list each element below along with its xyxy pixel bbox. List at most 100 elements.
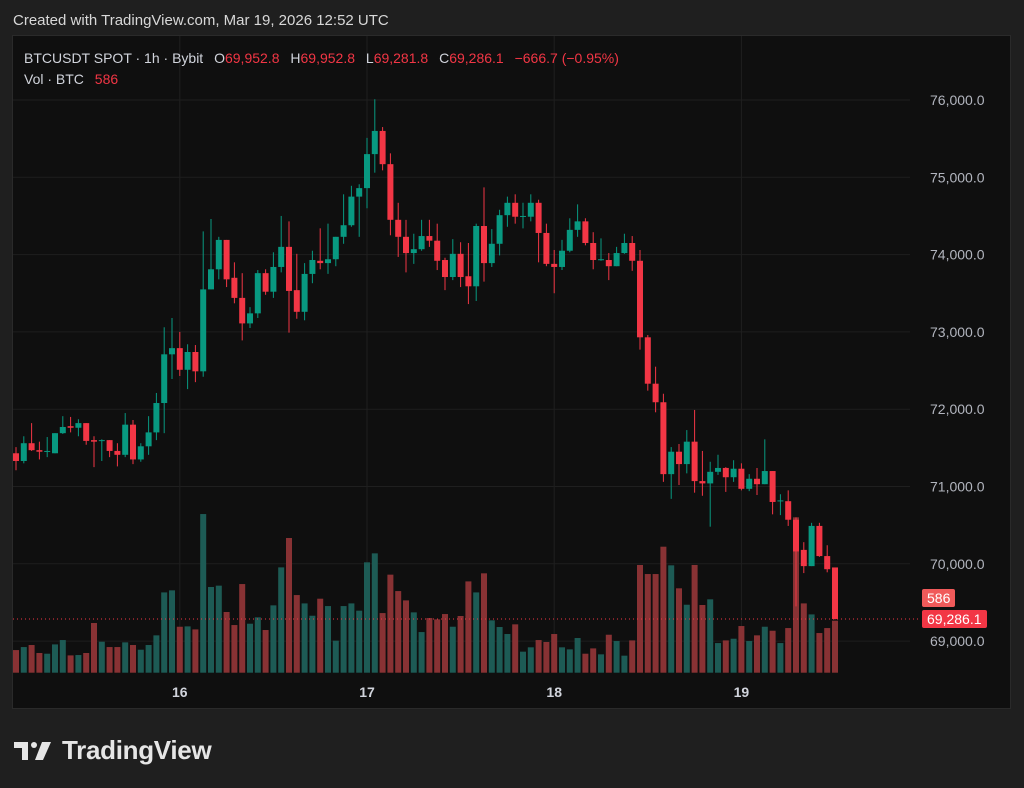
volume-label[interactable]: Vol · BTC xyxy=(24,71,84,87)
volume-tag: 586 xyxy=(922,589,956,607)
volume-bar xyxy=(83,653,90,673)
candle xyxy=(208,219,214,290)
volume-bar xyxy=(598,654,604,673)
candle xyxy=(754,467,760,496)
candle xyxy=(449,239,456,281)
candle-body xyxy=(832,567,838,619)
symbol-title[interactable]: BTCUSDT SPOT · 1h · Bybit xyxy=(24,50,204,66)
volume-bar xyxy=(418,632,425,673)
grid xyxy=(13,36,910,672)
volume-bar xyxy=(317,598,324,673)
volume-bar xyxy=(746,641,753,673)
volume-bar xyxy=(192,629,199,673)
tradingview-logo[interactable]: TradingView xyxy=(14,735,212,766)
volume-bar xyxy=(91,623,97,673)
volume-bar xyxy=(364,562,370,673)
candle-body xyxy=(278,246,285,267)
candle-body xyxy=(793,519,799,552)
price-tag: 69,286.1 xyxy=(922,610,987,628)
candle-body xyxy=(364,154,370,189)
legend: BTCUSDT SPOT · 1h · Bybit O69,952.8 H69,… xyxy=(24,50,619,92)
candle xyxy=(67,416,74,433)
volume-bar xyxy=(629,640,636,673)
volume-bar xyxy=(348,603,355,673)
candle xyxy=(808,522,815,567)
candle-body xyxy=(106,440,113,451)
candle xyxy=(520,202,526,229)
candle xyxy=(176,331,183,376)
candle xyxy=(364,137,370,209)
volume-bar xyxy=(527,647,534,673)
volume-bar xyxy=(13,650,19,673)
candles xyxy=(13,99,838,620)
candle xyxy=(114,443,121,467)
volume-bar xyxy=(613,641,620,673)
candle-body xyxy=(200,289,207,372)
candle-body xyxy=(512,202,519,217)
y-tick-label: 76,000.0 xyxy=(930,92,985,108)
chart-panel[interactable] xyxy=(12,35,1011,709)
candle xyxy=(91,436,97,468)
volume-bar xyxy=(715,643,721,673)
candle-body xyxy=(379,130,386,165)
volume-bar xyxy=(20,647,27,673)
candle-body xyxy=(605,260,612,267)
candle-body xyxy=(223,239,230,280)
candle xyxy=(598,238,604,261)
candle xyxy=(270,252,277,298)
volume-bar xyxy=(590,648,597,673)
candle xyxy=(395,202,402,257)
volume-bar xyxy=(504,634,511,673)
candle xyxy=(676,443,682,485)
volume-value: 586 xyxy=(94,71,119,87)
volume-bar xyxy=(449,626,456,673)
y-tick-label: 71,000.0 xyxy=(930,479,985,495)
candle-body xyxy=(613,253,620,267)
volume-bar xyxy=(59,640,66,673)
candle xyxy=(239,273,246,341)
candle-body xyxy=(434,240,441,261)
candle-body xyxy=(644,337,651,384)
candle-body xyxy=(722,467,729,478)
x-tick-label: 18 xyxy=(546,684,562,700)
brand-name: TradingView xyxy=(62,735,212,765)
candle-body xyxy=(137,446,144,460)
candle-body xyxy=(332,236,339,260)
candle-body xyxy=(28,443,35,451)
candle-body xyxy=(309,260,316,274)
candle-body xyxy=(356,188,363,197)
volume-bar xyxy=(137,649,144,673)
candle-body xyxy=(254,273,261,314)
candle xyxy=(488,229,495,267)
volume-bar xyxy=(707,599,714,673)
candle-body xyxy=(808,525,815,567)
candle xyxy=(410,233,417,264)
volume-bar xyxy=(130,645,136,673)
volume-bar xyxy=(824,628,831,673)
candle xyxy=(20,436,27,464)
candle xyxy=(629,236,636,271)
candle-body xyxy=(286,246,292,291)
candle-body xyxy=(36,450,43,452)
candle xyxy=(379,127,386,171)
candle xyxy=(293,253,300,319)
y-tick-label: 73,000.0 xyxy=(930,324,985,340)
x-tick-label: 17 xyxy=(359,684,375,700)
volume-bar xyxy=(761,626,768,673)
candle-body xyxy=(340,225,347,237)
y-tick-label: 74,000.0 xyxy=(930,247,985,263)
candle-body xyxy=(44,450,51,452)
volume-bar xyxy=(800,603,807,673)
candle-body xyxy=(75,423,82,428)
candle xyxy=(340,194,347,244)
volume-bar xyxy=(637,564,643,673)
candle-body xyxy=(403,236,409,254)
candle xyxy=(769,471,776,515)
candle xyxy=(83,423,90,445)
volume-bar xyxy=(754,635,760,673)
candle-body xyxy=(598,259,604,261)
candle xyxy=(683,430,690,474)
candle-body xyxy=(395,219,402,237)
volume-bars xyxy=(13,514,838,673)
